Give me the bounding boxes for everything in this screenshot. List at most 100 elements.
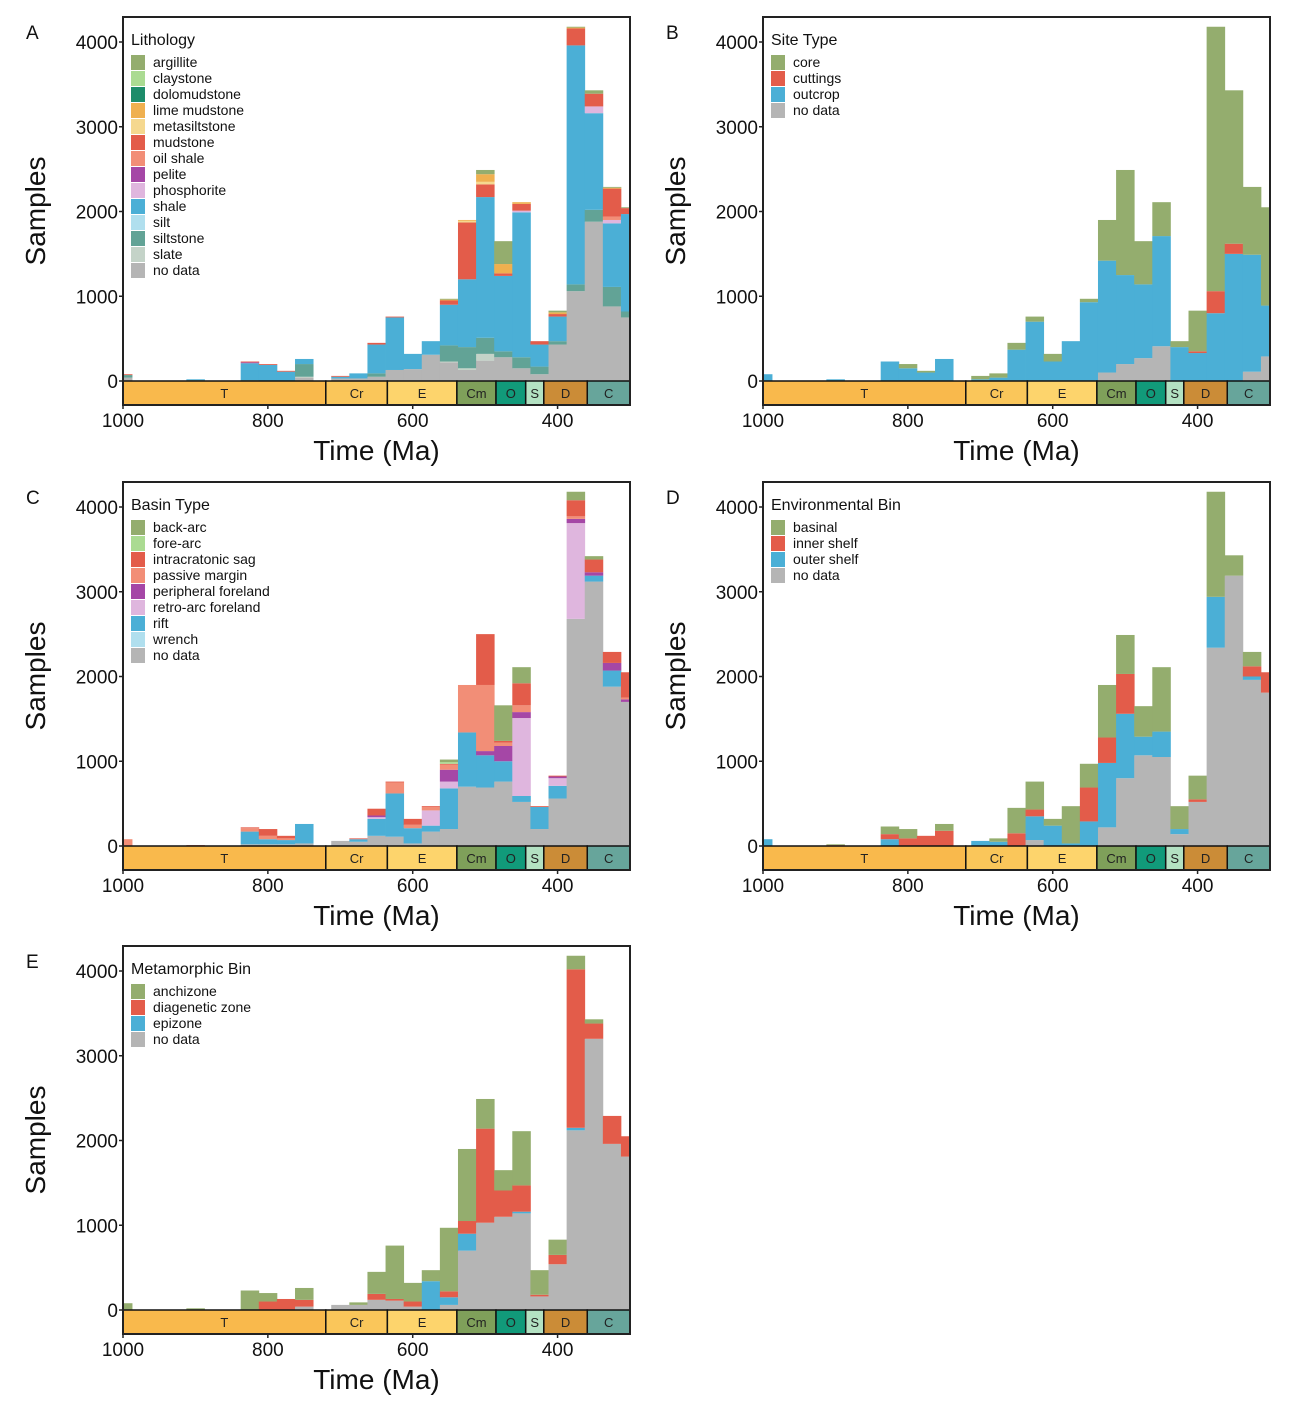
legend-swatch-fore-arc <box>131 536 145 551</box>
period-d <box>543 845 589 871</box>
bar-segment-rift <box>548 785 568 799</box>
bar-segment-rift <box>421 825 441 832</box>
bar-segment-intracratonic-sag <box>602 651 622 663</box>
legend-label: phosphorite <box>153 182 226 198</box>
bar-segment-inner-shelf <box>1097 737 1117 763</box>
x-tick-label: 600 <box>1037 411 1069 432</box>
bar-segment-passive-margin <box>457 684 477 733</box>
legend-label: back-arc <box>153 519 207 535</box>
bar-segment-outer-shelf <box>1170 829 1189 835</box>
legend-label: pelite <box>153 166 187 182</box>
bar-segment-basinal <box>989 838 1008 842</box>
legend-swatch-claystone <box>131 71 145 86</box>
bar-segment-anchizone <box>258 1293 278 1302</box>
bar-segment-argillite <box>620 207 630 209</box>
bar-segment-no-data <box>1025 840 1045 846</box>
bar-segment-mudstone <box>602 188 622 217</box>
y-tick-label: 4000 <box>76 498 118 519</box>
bar-segment-inner-shelf <box>1007 833 1026 846</box>
bar-segment-basinal <box>1242 651 1262 667</box>
bar-segment-outer-shelf <box>1079 821 1099 846</box>
bar-segment-anchizone <box>367 1271 386 1294</box>
bar-segment-diagenetic-zone <box>367 1293 386 1300</box>
legend-label: cuttings <box>793 70 841 86</box>
bar-segment-diagenetic-zone <box>276 1298 296 1310</box>
bar-segment-no-data <box>367 376 386 381</box>
bar-segment-no-data <box>1224 575 1244 846</box>
legend: Lithology argilliteclaystonedolomudstonel… <box>131 32 244 278</box>
bar-segment-outcrop <box>1043 361 1063 381</box>
legend-swatch-siltstone <box>131 231 145 246</box>
bar-segment-peripheral-foreland <box>548 776 568 779</box>
bar-segment-basinal <box>1170 806 1189 830</box>
legend-label: dolomudstone <box>153 86 241 102</box>
x-tick-label: 600 <box>1037 876 1069 897</box>
bar-segment-lime-mudstone <box>457 219 477 221</box>
bar-segment-shale <box>620 214 630 312</box>
bar-segment-outer-shelf <box>1206 596 1226 648</box>
y-tick-label: 3000 <box>716 583 758 604</box>
bar-segment-peripheral-foreland <box>439 769 459 782</box>
bar-segment-outer-shelf <box>1097 762 1117 828</box>
legend-swatch-passive-margin <box>131 568 145 583</box>
legend-swatch-argillite <box>131 55 145 70</box>
x-tick-label: 600 <box>397 411 429 432</box>
bar-segment-no-data <box>1152 346 1171 381</box>
bar-segment-basinal <box>1025 781 1045 810</box>
bar-segment-outcrop <box>935 358 954 381</box>
legend-title: Environmental Bin <box>771 497 901 514</box>
bar-segment-anchizone <box>584 1019 604 1024</box>
bar-segment-rift <box>276 840 296 845</box>
period-label: T <box>220 386 228 401</box>
bar-segment-mudstone <box>548 314 568 317</box>
bar-segment-outcrop <box>1170 347 1189 381</box>
bar-segment-slate <box>476 353 495 361</box>
bar-segment-outcrop <box>1224 253 1244 381</box>
bar-segment-anchizone <box>123 1303 133 1310</box>
period-t <box>122 380 327 406</box>
bar-segment-outcrop <box>1007 349 1026 381</box>
period-label: C <box>604 386 613 401</box>
bar-segment-argillite <box>584 90 604 94</box>
legend-swatch-outcrop <box>771 87 785 102</box>
bar-segment-no-data <box>1206 647 1226 846</box>
bar-segment-back-arc <box>584 556 604 560</box>
bar-segment-no-data <box>512 368 531 381</box>
bar-segment-inner-shelf <box>1079 787 1099 822</box>
bar-segment-no-data <box>1242 371 1262 381</box>
bar-segment-core <box>971 375 990 380</box>
bar-segment-no-data <box>349 841 368 846</box>
bar-segment-no-data <box>367 1299 386 1310</box>
panel-letter: D <box>666 488 680 509</box>
bar-segment-no-data <box>566 1130 586 1310</box>
x-axis-title: Time (Ma) <box>313 435 440 466</box>
bar-segment-passive-margin <box>512 705 531 713</box>
bar-segment-no-data <box>123 377 133 381</box>
bar-segment-core <box>1079 298 1099 303</box>
legend-label: basinal <box>793 519 837 535</box>
bar-segment-intracratonic-sag <box>512 683 531 706</box>
bar-segment-peripheral-foreland <box>476 751 495 756</box>
bar-segment-no-data <box>1116 364 1135 381</box>
x-tick-label: 400 <box>542 1340 574 1361</box>
bar-segment-epizone <box>439 1297 459 1305</box>
bar-segment-peripheral-foreland <box>620 699 630 702</box>
bar-segment-mudstone <box>566 28 586 46</box>
bar-segment-anchizone <box>476 1098 495 1129</box>
legend-label: fore-arc <box>153 535 201 551</box>
bar-segment-anchizone <box>548 1239 568 1255</box>
bar-segment-anchizone <box>403 1282 423 1302</box>
bar-segment-no-data <box>457 369 477 381</box>
bar-segment-no-data <box>403 1306 423 1310</box>
period-label: S <box>530 1315 539 1330</box>
y-tick-label: 1000 <box>716 287 758 308</box>
bar-segment-shale <box>476 197 495 338</box>
panel-c-basin-type-chart: C T Cr E Cm O S D C 0 1000 2000 3000 4000 1000 800 600 40… <box>20 481 631 931</box>
bar-segment-no-data <box>494 781 513 846</box>
bar-segment-passive-margin <box>385 782 405 794</box>
bar-segment-no-data <box>584 1038 604 1310</box>
bar-segment-no-data <box>548 798 568 846</box>
y-tick-label: 0 <box>747 372 758 393</box>
bar-segment-anchizone <box>240 1290 260 1310</box>
